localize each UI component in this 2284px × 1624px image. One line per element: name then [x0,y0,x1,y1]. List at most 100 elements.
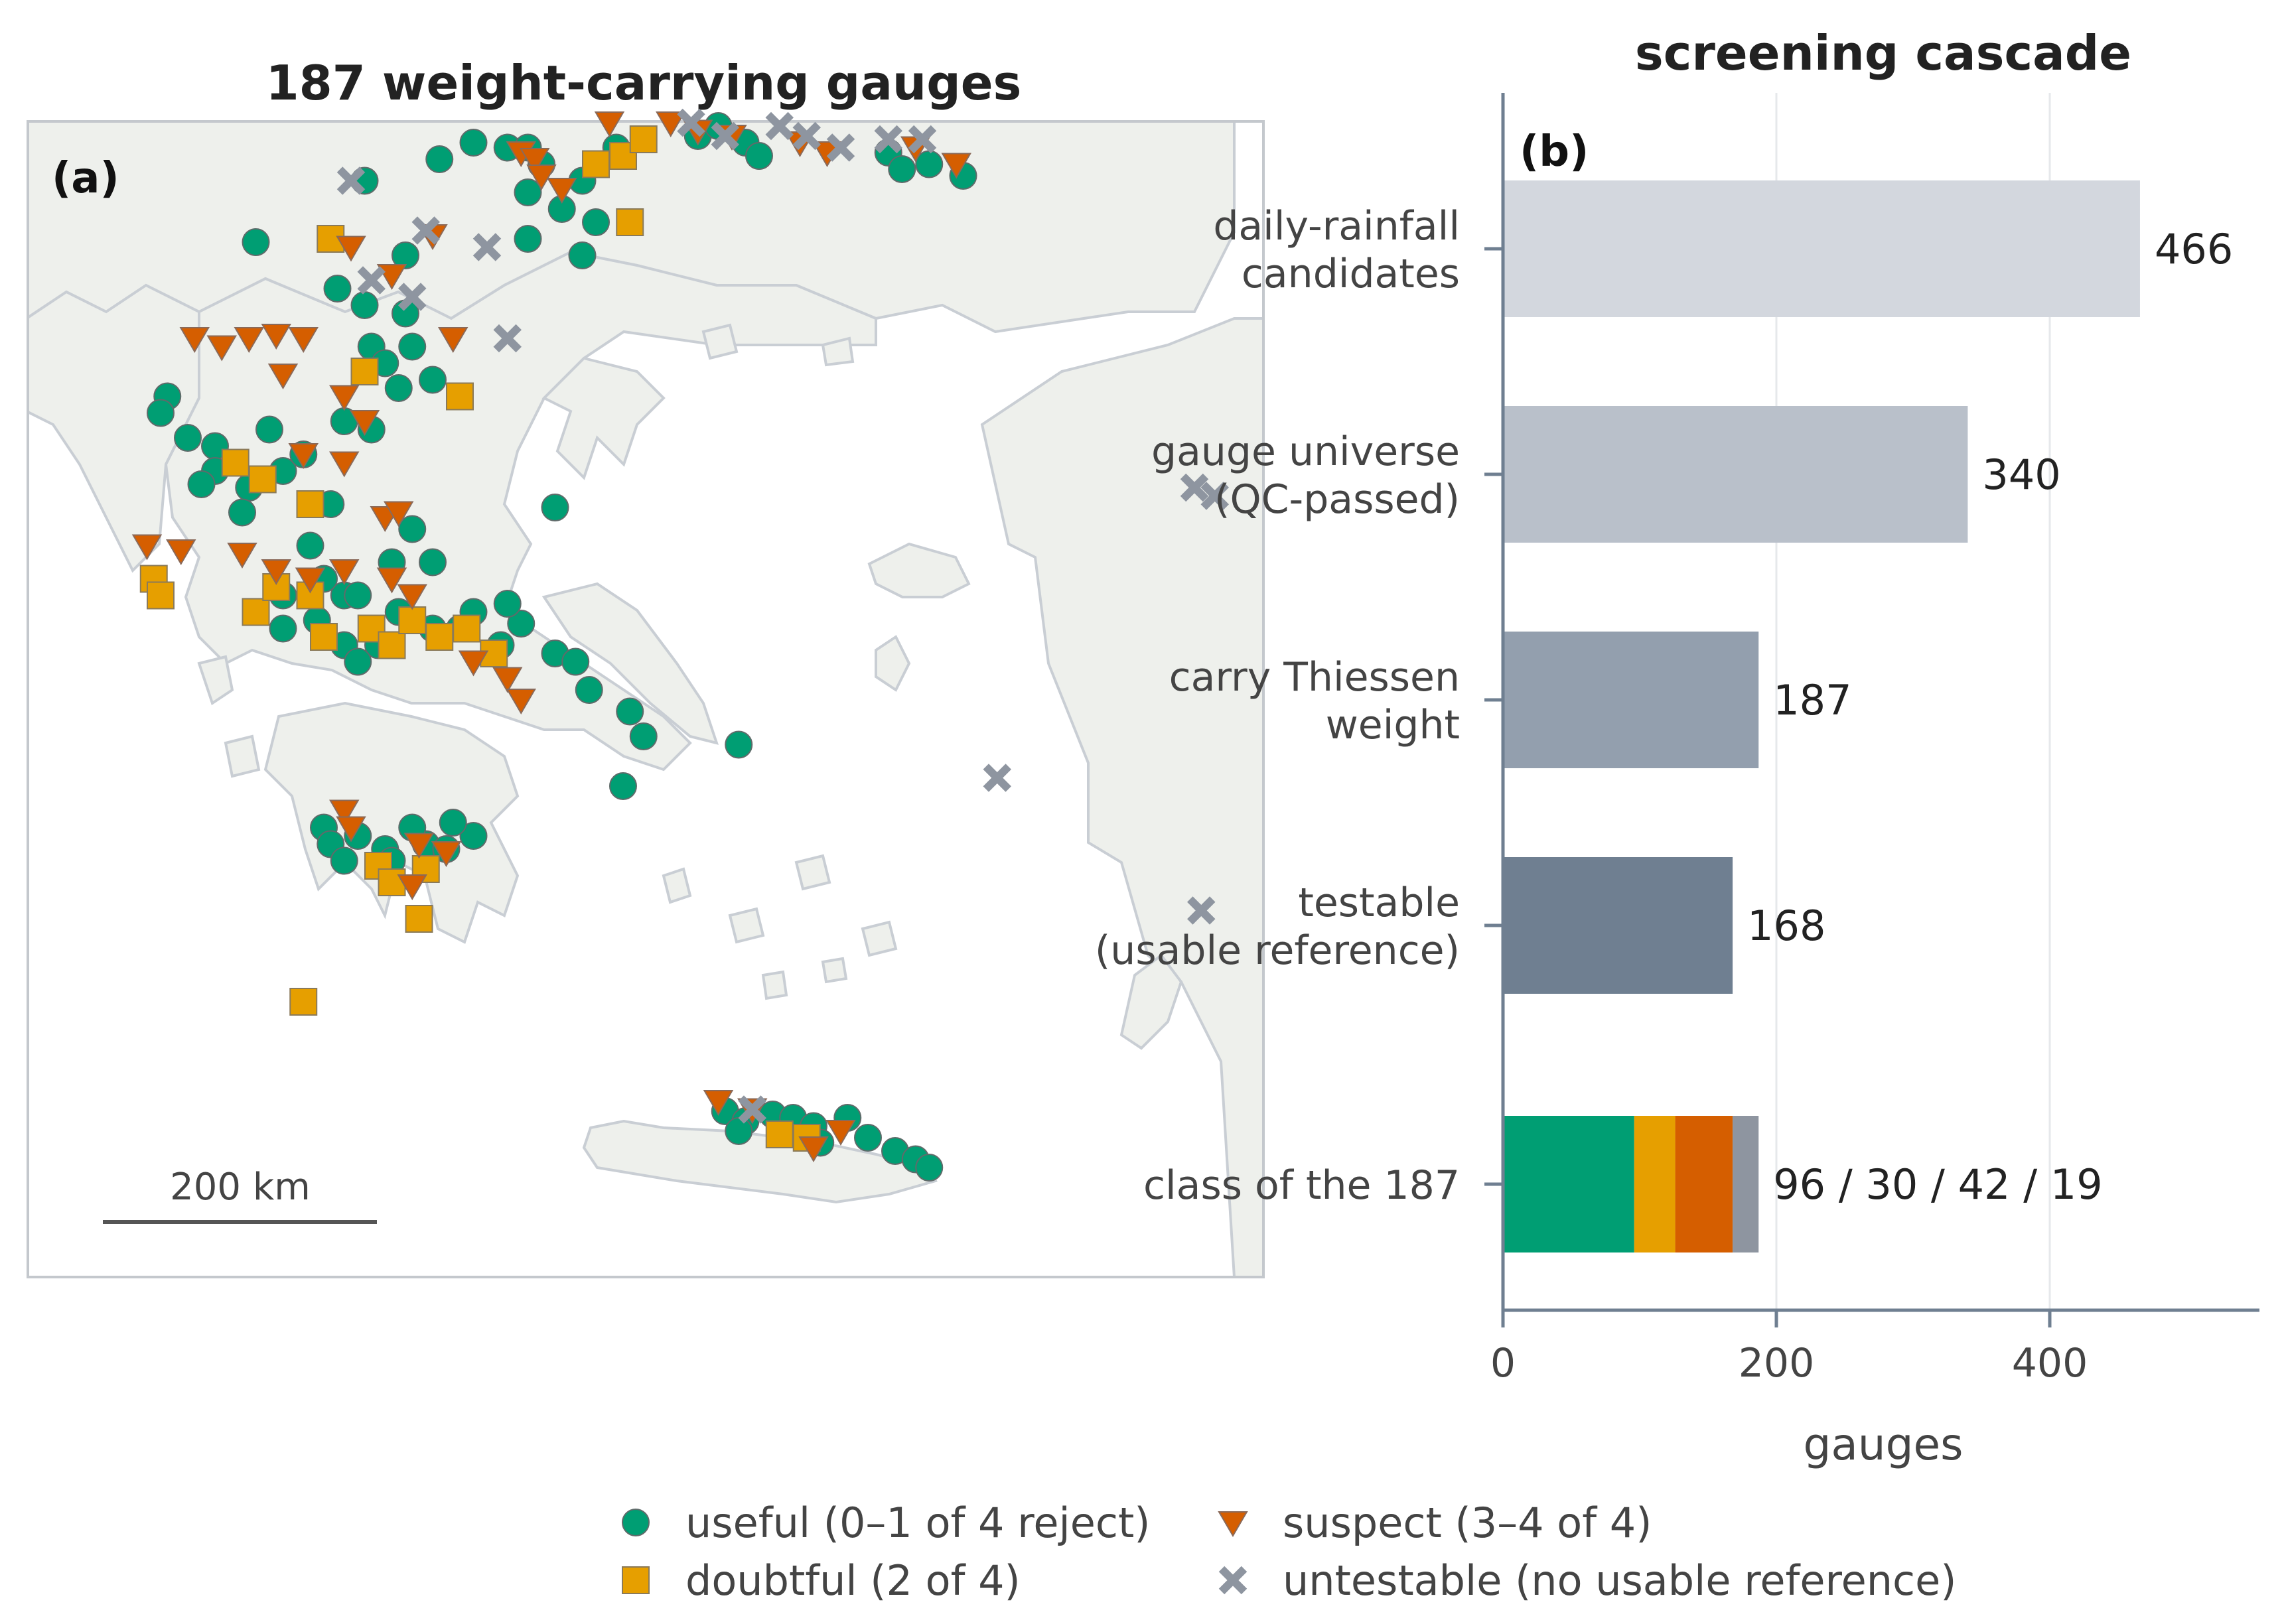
gauge-marker-suspect [594,111,625,137]
gauge-marker-suspect [329,799,360,826]
legend-item-useful: useful (0–1 of 4 reject) [622,1499,1150,1547]
gauge-marker-useful [147,399,175,427]
map-title: 187 weight-carrying gauges [266,55,1022,111]
bar-title: screening cascade [1635,25,2131,81]
gauge-marker-useful [269,614,297,643]
land-cyclades [662,854,898,1000]
gauge-marker-useful [609,772,637,800]
land-crete [582,1119,938,1204]
gauge-marker-suspect [431,841,462,867]
gauge-marker-useful [384,374,413,402]
gauge-marker-suspect [438,327,468,353]
legend-label: useful (0–1 of 4 reject) [685,1499,1150,1547]
gauge-marker-suspect [261,324,291,350]
gauge-marker-doubtful [629,125,658,153]
gauge-marker-suspect [131,534,163,561]
category-label: testable [1298,880,1460,926]
bar [1503,857,1733,994]
gauge-marker-suspect [288,327,319,353]
gauge-marker-suspect [206,335,237,362]
gauge-marker-untestable [738,1095,766,1124]
gauge-marker-useful [398,332,427,361]
gauge-marker-useful [561,647,590,676]
gauge-marker-useful [174,424,202,452]
bar [1503,180,2140,317]
bar [1503,632,1759,768]
land-rhodes [1119,953,1183,1050]
gauge-marker-useful [459,129,488,157]
gauge-marker-useful [854,1124,882,1152]
gauge-marker-untestable [336,167,366,195]
gauge-marker-useful [344,647,372,676]
gauge-marker-untestable [765,111,794,141]
gauge-marker-useful [425,145,454,173]
gauge-marker-doubtful [221,448,250,477]
bar-panel-label: (b) [1520,127,1589,176]
gauge-marker-suspect [703,1090,734,1116]
gauge-marker-suspect [329,385,360,411]
category-label: candidates [1242,251,1460,297]
gauge-marker-doubtful [350,358,379,385]
gauge-marker-useful [350,291,379,319]
gauge-marker-suspect [941,153,971,179]
gauge-marker-untestable [398,283,427,311]
gauge-marker-suspect [547,178,577,204]
gauge-marker-suspect [376,264,407,290]
bar-segment-useful [1503,1116,1634,1252]
legend-label: doubtful (2 of 4) [685,1556,1021,1605]
gauge-marker-useful [514,178,542,206]
gauge-marker-suspect [526,165,557,190]
category-label: gauge universe [1151,429,1460,475]
legend-label: suspect (3–4 of 4) [1283,1499,1652,1547]
land-lesbos [867,542,971,598]
gauge-marker-suspect [267,364,299,389]
gauge-marker-useful [915,150,944,178]
land-turkey [980,317,1263,1277]
gauge-marker-doubtful [765,1120,794,1148]
gauge-marker-useful [629,722,658,750]
gauge-marker-useful [419,548,447,576]
gauge-marker-useful [242,228,270,256]
gauge-marker-useful [541,494,569,521]
gauge-marker-untestable [874,125,902,154]
gauge-marker-doubtful [296,581,324,610]
gauge-marker-untestable [472,233,502,261]
category-label: (QC-passed) [1214,476,1460,523]
map-panel-label: (a) [52,154,119,203]
gauge-marker-suspect [825,1120,856,1146]
gauge-marker-useful [187,470,216,498]
category-label: (usable reference) [1095,927,1460,974]
gauge-marker-useful [228,498,256,527]
bar-value-label: 340 [1982,450,2060,499]
gauge-marker-suspect [403,833,435,859]
scale-label: 200 km [170,1166,311,1209]
gauge-marker-suspect [336,236,366,262]
gauge-marker-suspect [295,567,326,594]
gauge-marker-doubtful [405,905,433,933]
gauge-marker-doubtful [378,868,406,896]
bar [1503,406,1968,543]
gauge-marker-untestable [983,764,1011,792]
gauge-marker-untestable [1187,896,1216,925]
gauge-marker-useful [398,515,427,543]
legend-item-suspect: suspect (3–4 of 4) [1218,1499,1652,1547]
gauge-marker-useful [344,581,372,610]
gauge-marker-doubtful [378,631,406,659]
category-label: daily-rainfall [1213,203,1460,249]
gauge-marker-suspect [397,584,427,610]
gauge-marker-useful [514,225,542,253]
gauge-marker-suspect [397,874,427,900]
gauge-marker-suspect [166,539,196,565]
gauge-marker-doubtful [398,606,427,634]
gauge-markers [131,108,1229,1182]
legend-marker-useful [622,1509,650,1536]
gauge-marker-useful [459,822,488,850]
gauge-marker-useful [323,275,352,303]
gauge-marker-useful [915,1154,944,1182]
gauge-marker-suspect [336,816,366,843]
map-panel: (a) 200 km [27,108,1265,1278]
bar-segment-suspect [1675,1116,1733,1252]
category-label: class of the 187 [1143,1162,1460,1209]
gauge-marker-useful [296,531,324,560]
